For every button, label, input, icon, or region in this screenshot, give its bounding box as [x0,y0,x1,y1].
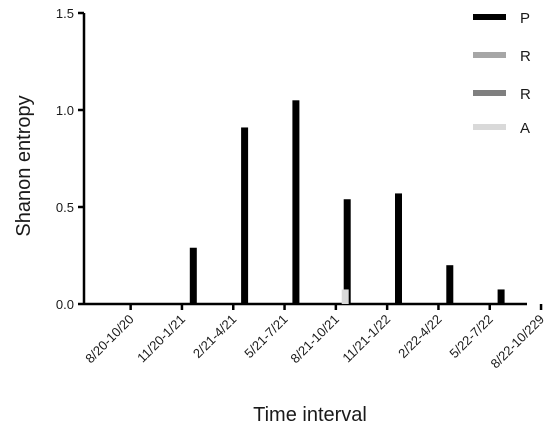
legend-label: P [520,10,530,27]
legend-label: R [520,86,531,103]
bar-p-3 [292,100,300,304]
bar-p-1 [189,247,197,304]
bars [189,100,505,305]
x-axis-label: Time interval [253,404,367,426]
y-tick-label: 0.5 [56,200,74,215]
legend-label: A [520,120,530,137]
x-tick-label: 5/22-7/22 [446,312,495,361]
x-tick-label: 11/20-1/21 [134,312,188,366]
x-tick-label: 2/22-4/22 [395,312,444,361]
legend-swatch [473,52,506,58]
x-tick-label: 5/21-7/21 [241,312,290,361]
legend-label: R [520,48,531,65]
legend-swatch [473,90,506,96]
bar-p-4 [343,199,351,304]
x-tick-label: 11/21-1/22 [339,312,393,366]
x-tick-label: 8/22-10/229 [487,312,547,372]
bar-p-2 [241,127,249,305]
x-tick-label: 8/21-10/21 [287,312,342,367]
y-axis-label: Shanon entropy [13,95,35,236]
y-tick-label: 1.5 [56,6,74,21]
x-tick-label: 8/20-10/20 [82,312,137,367]
x-tick-label: 2/21-4/21 [190,312,239,361]
legend-swatch [473,14,506,20]
bar-p-6 [446,265,454,304]
y-tick-label: 0.0 [56,297,74,312]
bar-p-7 [497,289,505,304]
y-ticks: 0.0 0.5 1.0 1.5 [56,6,84,312]
legend-swatch [473,124,506,130]
y-tick-label: 1.0 [56,103,74,118]
axes [82,13,527,306]
bar-p-5 [395,193,402,304]
bar-a-4 [341,289,349,304]
